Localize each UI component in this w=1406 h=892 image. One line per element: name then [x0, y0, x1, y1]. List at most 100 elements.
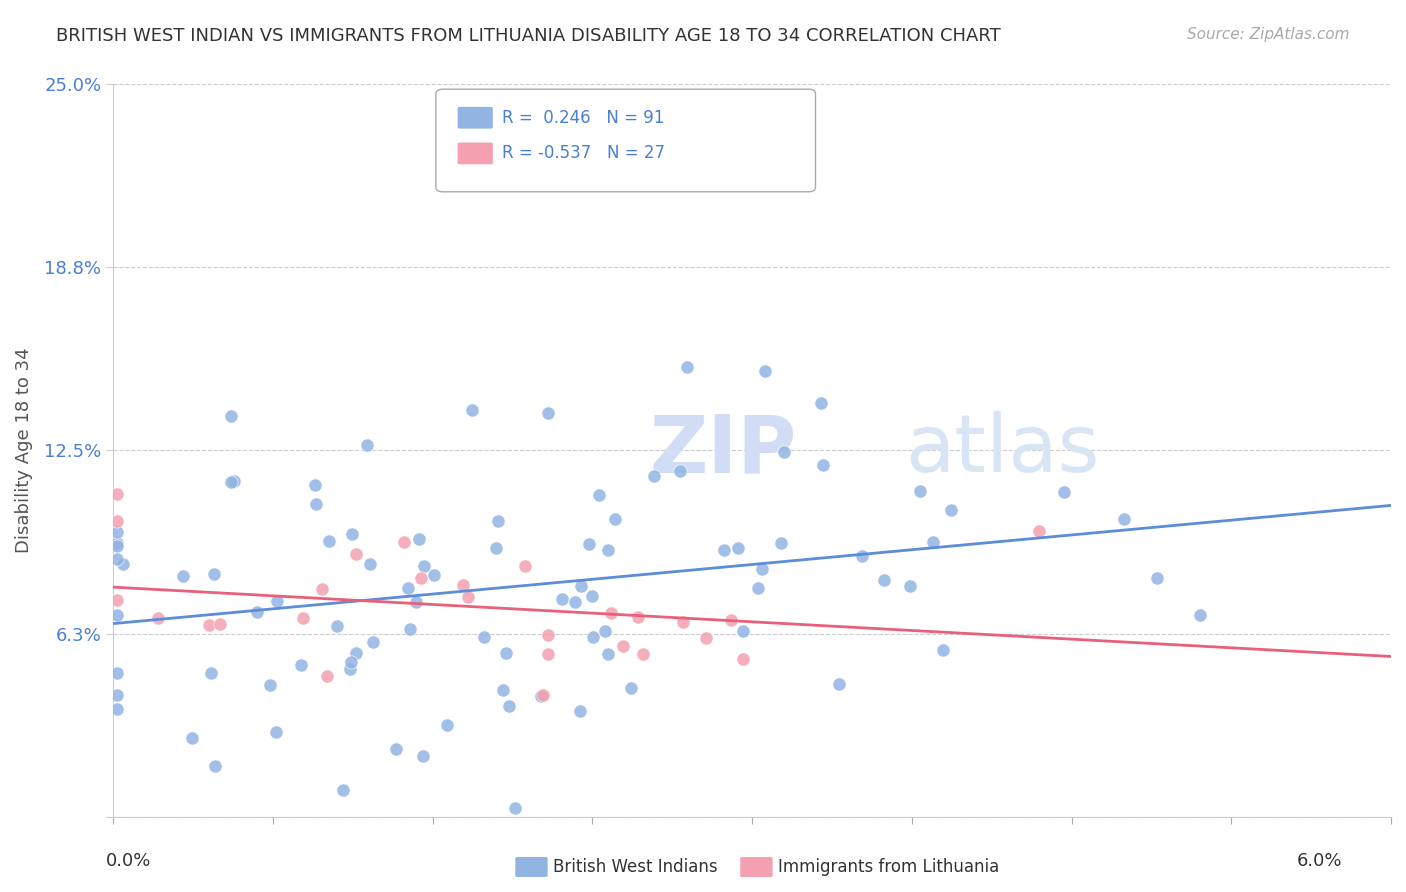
Point [224, 474, 246, 488]
Point [498, 698, 520, 713]
Point [727, 541, 749, 556]
Point [941, 502, 963, 516]
Point [569, 704, 592, 718]
Text: ZIP: ZIP [650, 411, 797, 490]
Point [713, 543, 735, 558]
Point [219, 409, 242, 423]
Point [486, 514, 509, 528]
Point [107, 540, 129, 554]
Text: 6.0%: 6.0% [1298, 852, 1343, 870]
Point [596, 647, 619, 661]
Point [107, 689, 129, 703]
Point [828, 677, 851, 691]
Point [593, 624, 616, 638]
Point [385, 742, 408, 756]
Point [531, 688, 554, 702]
Point [754, 363, 776, 377]
Point [291, 611, 314, 625]
Point [599, 606, 621, 620]
Point [290, 657, 312, 672]
Point [311, 582, 333, 596]
Point [581, 589, 603, 603]
Point [537, 647, 560, 661]
Point [873, 573, 896, 587]
Point [1189, 608, 1212, 623]
Point [305, 497, 328, 511]
Point [581, 630, 603, 644]
Point [773, 445, 796, 459]
Point [811, 458, 834, 472]
Point [246, 605, 269, 619]
Point [146, 611, 169, 625]
Point [107, 552, 129, 566]
Point [503, 801, 526, 815]
Point [202, 567, 225, 582]
Point [669, 464, 692, 478]
Y-axis label: Disability Age 18 to 34: Disability Age 18 to 34 [15, 348, 32, 553]
Point [578, 537, 600, 551]
Point [731, 624, 754, 639]
Point [513, 559, 536, 574]
Point [436, 718, 458, 732]
Point [107, 514, 129, 528]
Point [259, 678, 281, 692]
Point [695, 631, 717, 645]
Point [537, 406, 560, 420]
Point [672, 615, 695, 629]
Point [457, 591, 479, 605]
Point [810, 396, 832, 410]
Point [596, 542, 619, 557]
Point [219, 475, 242, 489]
Point [408, 532, 430, 546]
Point [394, 534, 416, 549]
Point [605, 512, 627, 526]
Point [423, 568, 446, 582]
Point [588, 488, 610, 502]
Point [1053, 484, 1076, 499]
Text: Source: ZipAtlas.com: Source: ZipAtlas.com [1187, 27, 1350, 42]
Point [209, 616, 232, 631]
Point [1114, 512, 1136, 526]
Point [107, 525, 129, 540]
Text: R = -0.537   N = 27: R = -0.537 N = 27 [502, 145, 665, 162]
Point [643, 468, 665, 483]
Text: Immigrants from Lithuania: Immigrants from Lithuania [778, 858, 998, 876]
Text: R =  0.246   N = 91: R = 0.246 N = 91 [502, 109, 664, 127]
Point [326, 619, 349, 633]
Point [631, 647, 654, 661]
Point [537, 628, 560, 642]
Point [731, 652, 754, 666]
Text: British West Indians: British West Indians [553, 858, 717, 876]
Point [107, 665, 129, 680]
Point [107, 486, 129, 500]
Point [204, 759, 226, 773]
Point [551, 591, 574, 606]
Point [720, 613, 742, 627]
Point [492, 683, 515, 698]
Text: 0.0%: 0.0% [105, 852, 150, 870]
Point [346, 547, 368, 561]
Point [399, 622, 422, 636]
Point [922, 534, 945, 549]
Point [361, 635, 384, 649]
Point [485, 541, 508, 555]
Point [751, 562, 773, 576]
Point [530, 689, 553, 703]
Point [1028, 524, 1050, 538]
Text: atlas: atlas [905, 411, 1099, 490]
Point [770, 536, 793, 550]
Point [460, 403, 482, 417]
Point [571, 579, 593, 593]
Point [316, 669, 339, 683]
Point [396, 581, 419, 595]
Point [107, 607, 129, 622]
Point [340, 656, 363, 670]
Point [851, 549, 873, 563]
Point [332, 782, 354, 797]
Point [411, 571, 433, 585]
Point [908, 483, 931, 498]
Point [198, 617, 221, 632]
Point [932, 642, 955, 657]
Point [181, 731, 204, 746]
Point [342, 527, 364, 541]
